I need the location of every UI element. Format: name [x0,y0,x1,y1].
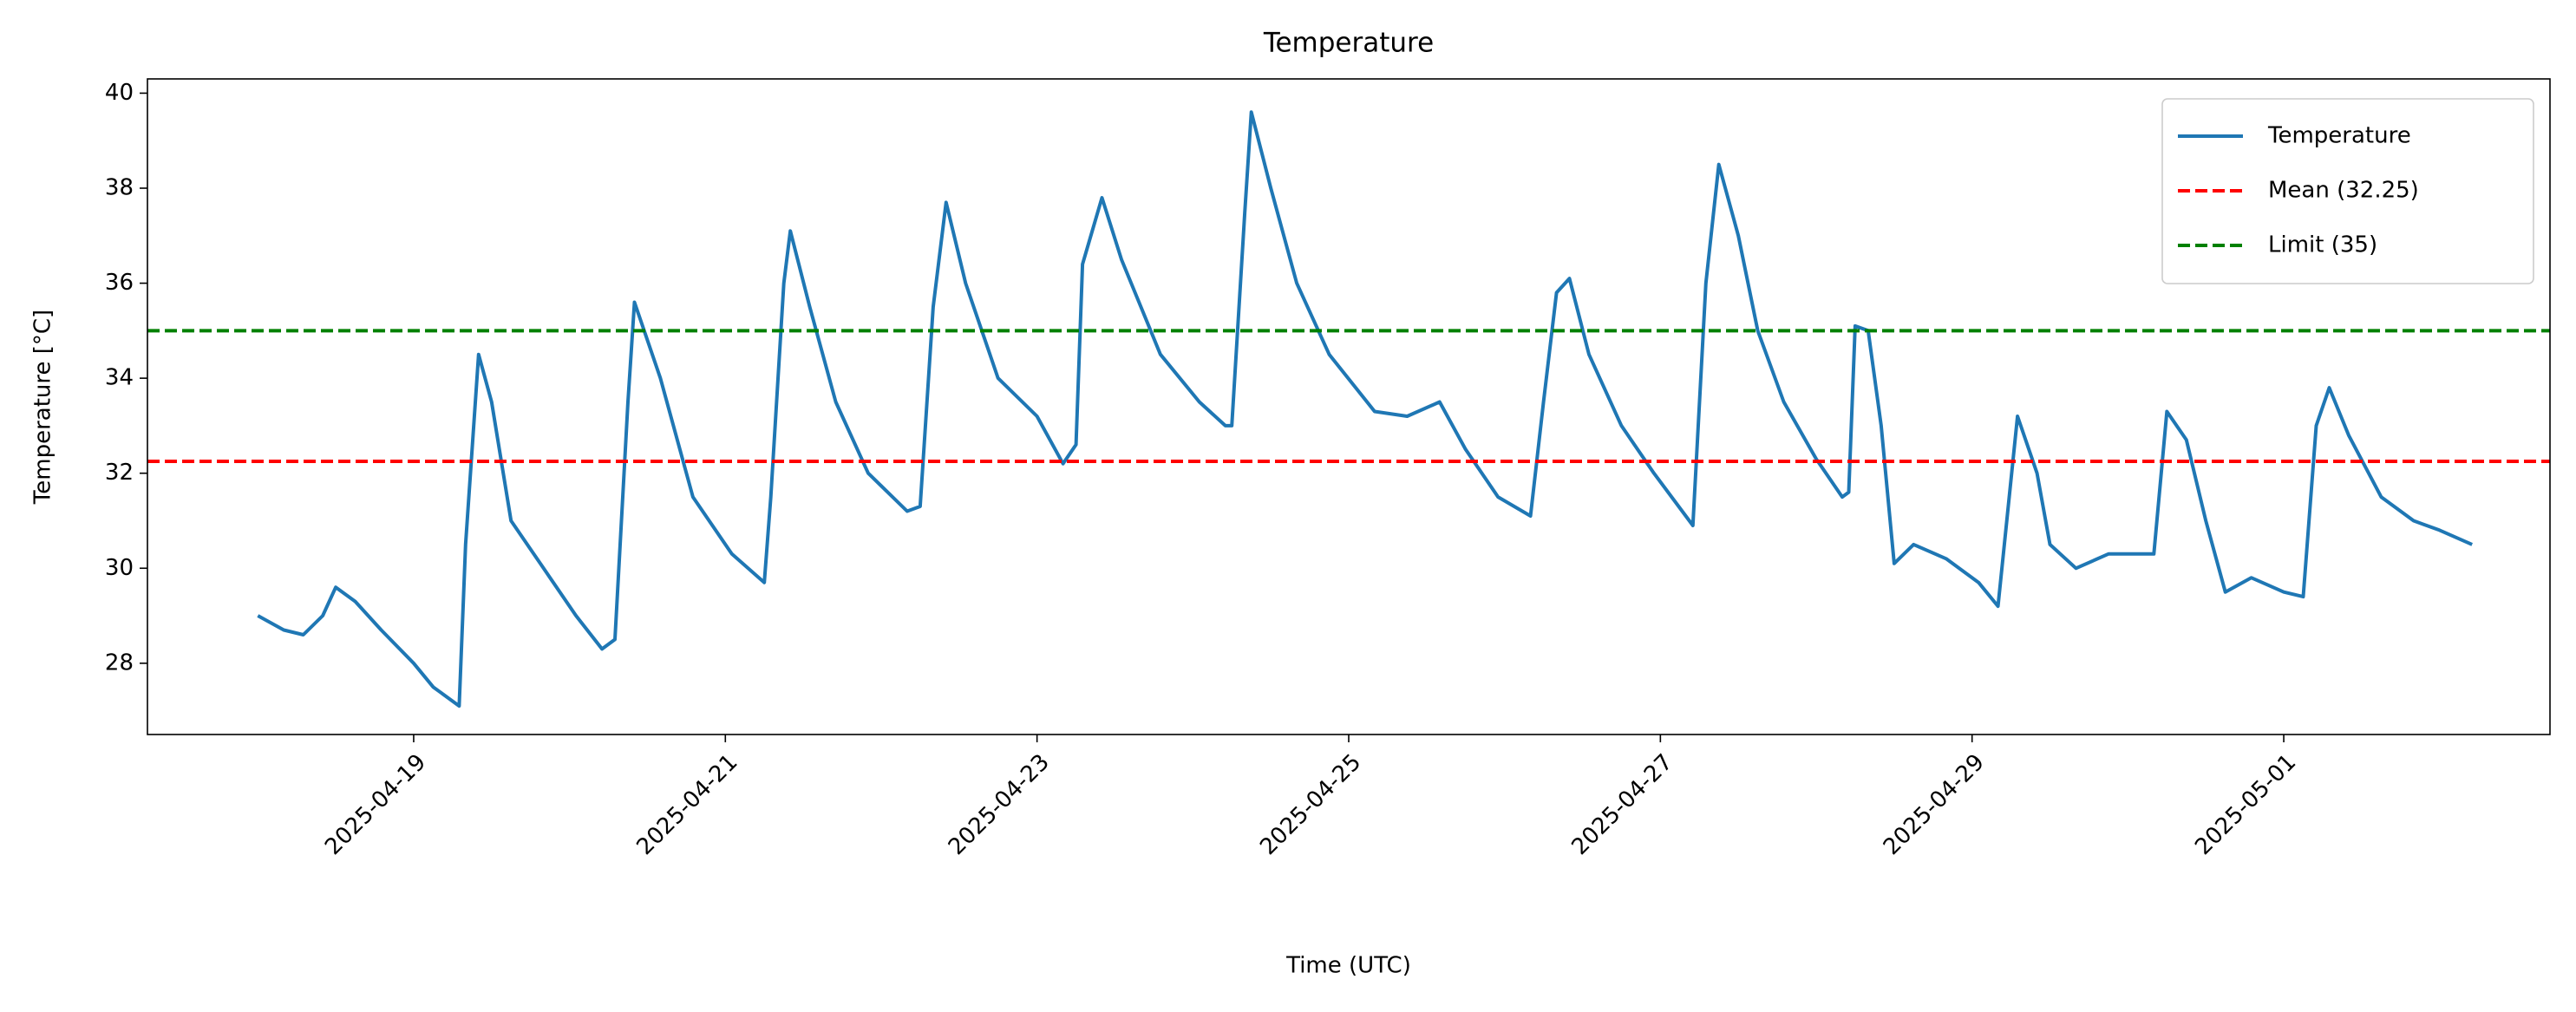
x-tick-label: 2025-04-27 [1567,749,1678,860]
x-tick-label: 2025-05-01 [2190,749,2301,860]
plot-frame [147,78,2551,735]
x-tick-label: 2025-04-21 [631,749,742,860]
x-tick-label: 2025-04-29 [1879,749,1990,860]
y-tick-label: 34 [105,365,134,391]
y-tick-label: 40 [105,80,134,106]
x-tick-label: 2025-04-23 [944,749,1055,860]
y-tick-label: 36 [105,270,134,296]
x-tick-label: 2025-04-25 [1255,749,1366,860]
y-tick-label: 30 [105,555,134,581]
y-axis-label: Temperature [°C] [30,310,56,505]
y-tick-label: 38 [105,175,134,201]
legend-label: Mean (32.25) [2268,178,2419,204]
x-tick-label: 2025-04-19 [320,749,431,860]
chart-title: Temperature [1263,28,1434,59]
x-axis-label: Time (UTC) [1285,953,1411,979]
y-tick-label: 28 [105,650,134,676]
legend-label: Limit (35) [2268,232,2377,258]
y-tick-label: 32 [105,460,134,486]
legend-label: Temperature [2267,123,2411,149]
data-line [257,110,2474,708]
legend-box [2161,98,2534,284]
